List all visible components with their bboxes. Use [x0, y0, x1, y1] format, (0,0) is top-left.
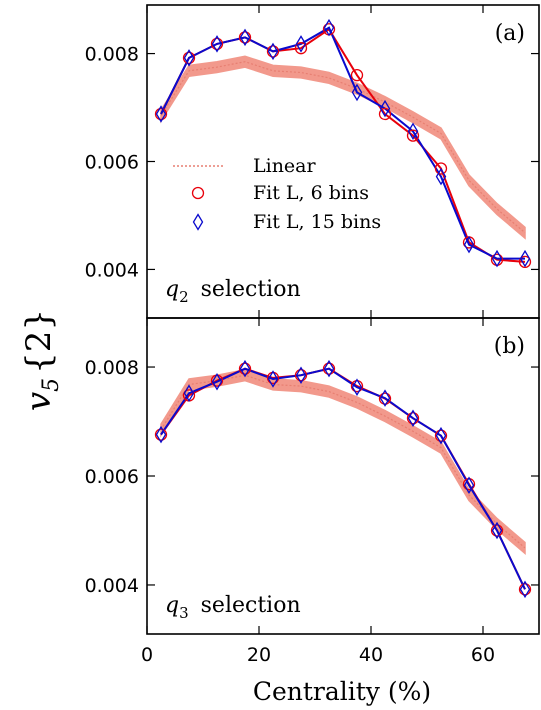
- circle-marker: [182, 51, 196, 65]
- diamond-marker: [519, 249, 531, 268]
- panel-tag: (a): [495, 21, 525, 46]
- diamond-marker: [211, 372, 223, 391]
- circle-marker: [378, 392, 392, 405]
- selection-text: selection: [201, 593, 301, 618]
- y-axis-label: v5 {2}: [19, 309, 64, 411]
- linear-band: [160, 369, 526, 556]
- legend-diamond-marker: [192, 213, 204, 231]
- diamond-marker: [351, 83, 363, 102]
- diamond-marker: [239, 28, 251, 47]
- diamond-marker: [323, 359, 335, 378]
- selection-subscript: 3: [179, 604, 189, 622]
- series-line-diamond: [160, 367, 526, 590]
- y-tick-label: 0.004: [85, 575, 139, 597]
- y-axis-label-sub: 5: [39, 378, 64, 392]
- panel-b: 0 20 40 60 0.004 0.006 0.008 (b) q3 selection: [85, 317, 540, 666]
- x-tick-label: 40: [359, 644, 383, 666]
- panel-a: 0.004 0.006 0.008 (a) q2 selection Linear Fit L…: [85, 4, 540, 319]
- x-tick-label: 0: [141, 644, 153, 666]
- circle-marker: [266, 45, 280, 58]
- plot-area: [154, 359, 532, 599]
- diamond-marker: [295, 366, 307, 384]
- y-tick-label: 0.006: [85, 152, 139, 174]
- legend-entry-label: Fit L, 15 bins: [253, 211, 381, 233]
- circle-marker: [294, 369, 308, 382]
- selection-symbol: q: [165, 593, 179, 618]
- x-tick-label: 20: [247, 644, 271, 666]
- selection-label: q3 selection: [165, 593, 301, 622]
- plot-area: [154, 18, 532, 269]
- selection-subscript: 2: [179, 288, 189, 306]
- diamond-marker: [267, 370, 279, 388]
- diamond-marker: [211, 35, 223, 53]
- legend: Linear Fit L, 6 bins Fit L, 15 bins: [173, 155, 381, 233]
- selection-label: q2 selection: [165, 277, 301, 306]
- circle-marker: [378, 107, 392, 121]
- diamond-marker: [519, 580, 531, 599]
- circle-marker: [238, 362, 252, 375]
- y-axis-label-main: v: [19, 392, 59, 411]
- diamond-marker: [463, 476, 475, 495]
- circle-marker: [238, 31, 252, 44]
- diamond-marker: [295, 35, 307, 53]
- series-line-diamond: [160, 26, 525, 260]
- circle-marker: [406, 129, 420, 142]
- y-tick-label: 0.006: [85, 466, 139, 488]
- circle-marker: [294, 42, 308, 55]
- circle-marker: [154, 107, 168, 121]
- diamond-marker: [351, 378, 363, 396]
- linear-band: [160, 55, 526, 240]
- diamond-marker: [155, 425, 167, 444]
- linear-center-line: [160, 61, 526, 234]
- circle-marker: [154, 428, 168, 441]
- diamond-marker: [435, 426, 447, 445]
- diamond-marker: [183, 49, 195, 67]
- circle-marker: [406, 412, 420, 425]
- circle-marker: [518, 583, 532, 596]
- y-axis-label-rest: {2}: [19, 309, 59, 374]
- legend-entry-label: Fit L, 6 bins: [253, 182, 369, 204]
- circle-marker: [322, 362, 336, 375]
- axes-frame: [146, 317, 540, 635]
- legend-circle-marker: [191, 186, 205, 200]
- circle-marker: [210, 37, 224, 51]
- y-tick-label: 0.008: [85, 357, 139, 379]
- selection-symbol: q: [165, 277, 179, 302]
- diamond-marker: [379, 389, 391, 407]
- panel-tag: (b): [494, 334, 525, 359]
- circle-marker: [490, 524, 504, 537]
- diamond-marker: [379, 99, 391, 118]
- diamond-marker: [463, 235, 475, 254]
- diamond-marker: [155, 105, 167, 123]
- y-tick-label: 0.008: [85, 44, 139, 66]
- diamond-marker: [491, 521, 503, 540]
- diamond-marker: [407, 409, 419, 428]
- diamond-marker: [435, 167, 447, 186]
- legend-entry-label: Linear: [253, 155, 317, 177]
- circle-marker: [350, 69, 364, 82]
- selection-text: selection: [201, 277, 301, 302]
- diamond-marker: [323, 18, 335, 37]
- diamond-marker: [491, 249, 503, 268]
- diamond-marker: [183, 384, 195, 402]
- diamond-marker: [267, 42, 279, 61]
- y-tick-label: 0.004: [85, 259, 139, 281]
- x-tick-label: 60: [471, 644, 495, 666]
- x-axis-label: Centrality (%): [253, 677, 431, 706]
- diamond-marker: [239, 359, 251, 378]
- circle-marker: [434, 429, 448, 442]
- circle-marker: [434, 162, 448, 175]
- diamond-marker: [407, 122, 419, 141]
